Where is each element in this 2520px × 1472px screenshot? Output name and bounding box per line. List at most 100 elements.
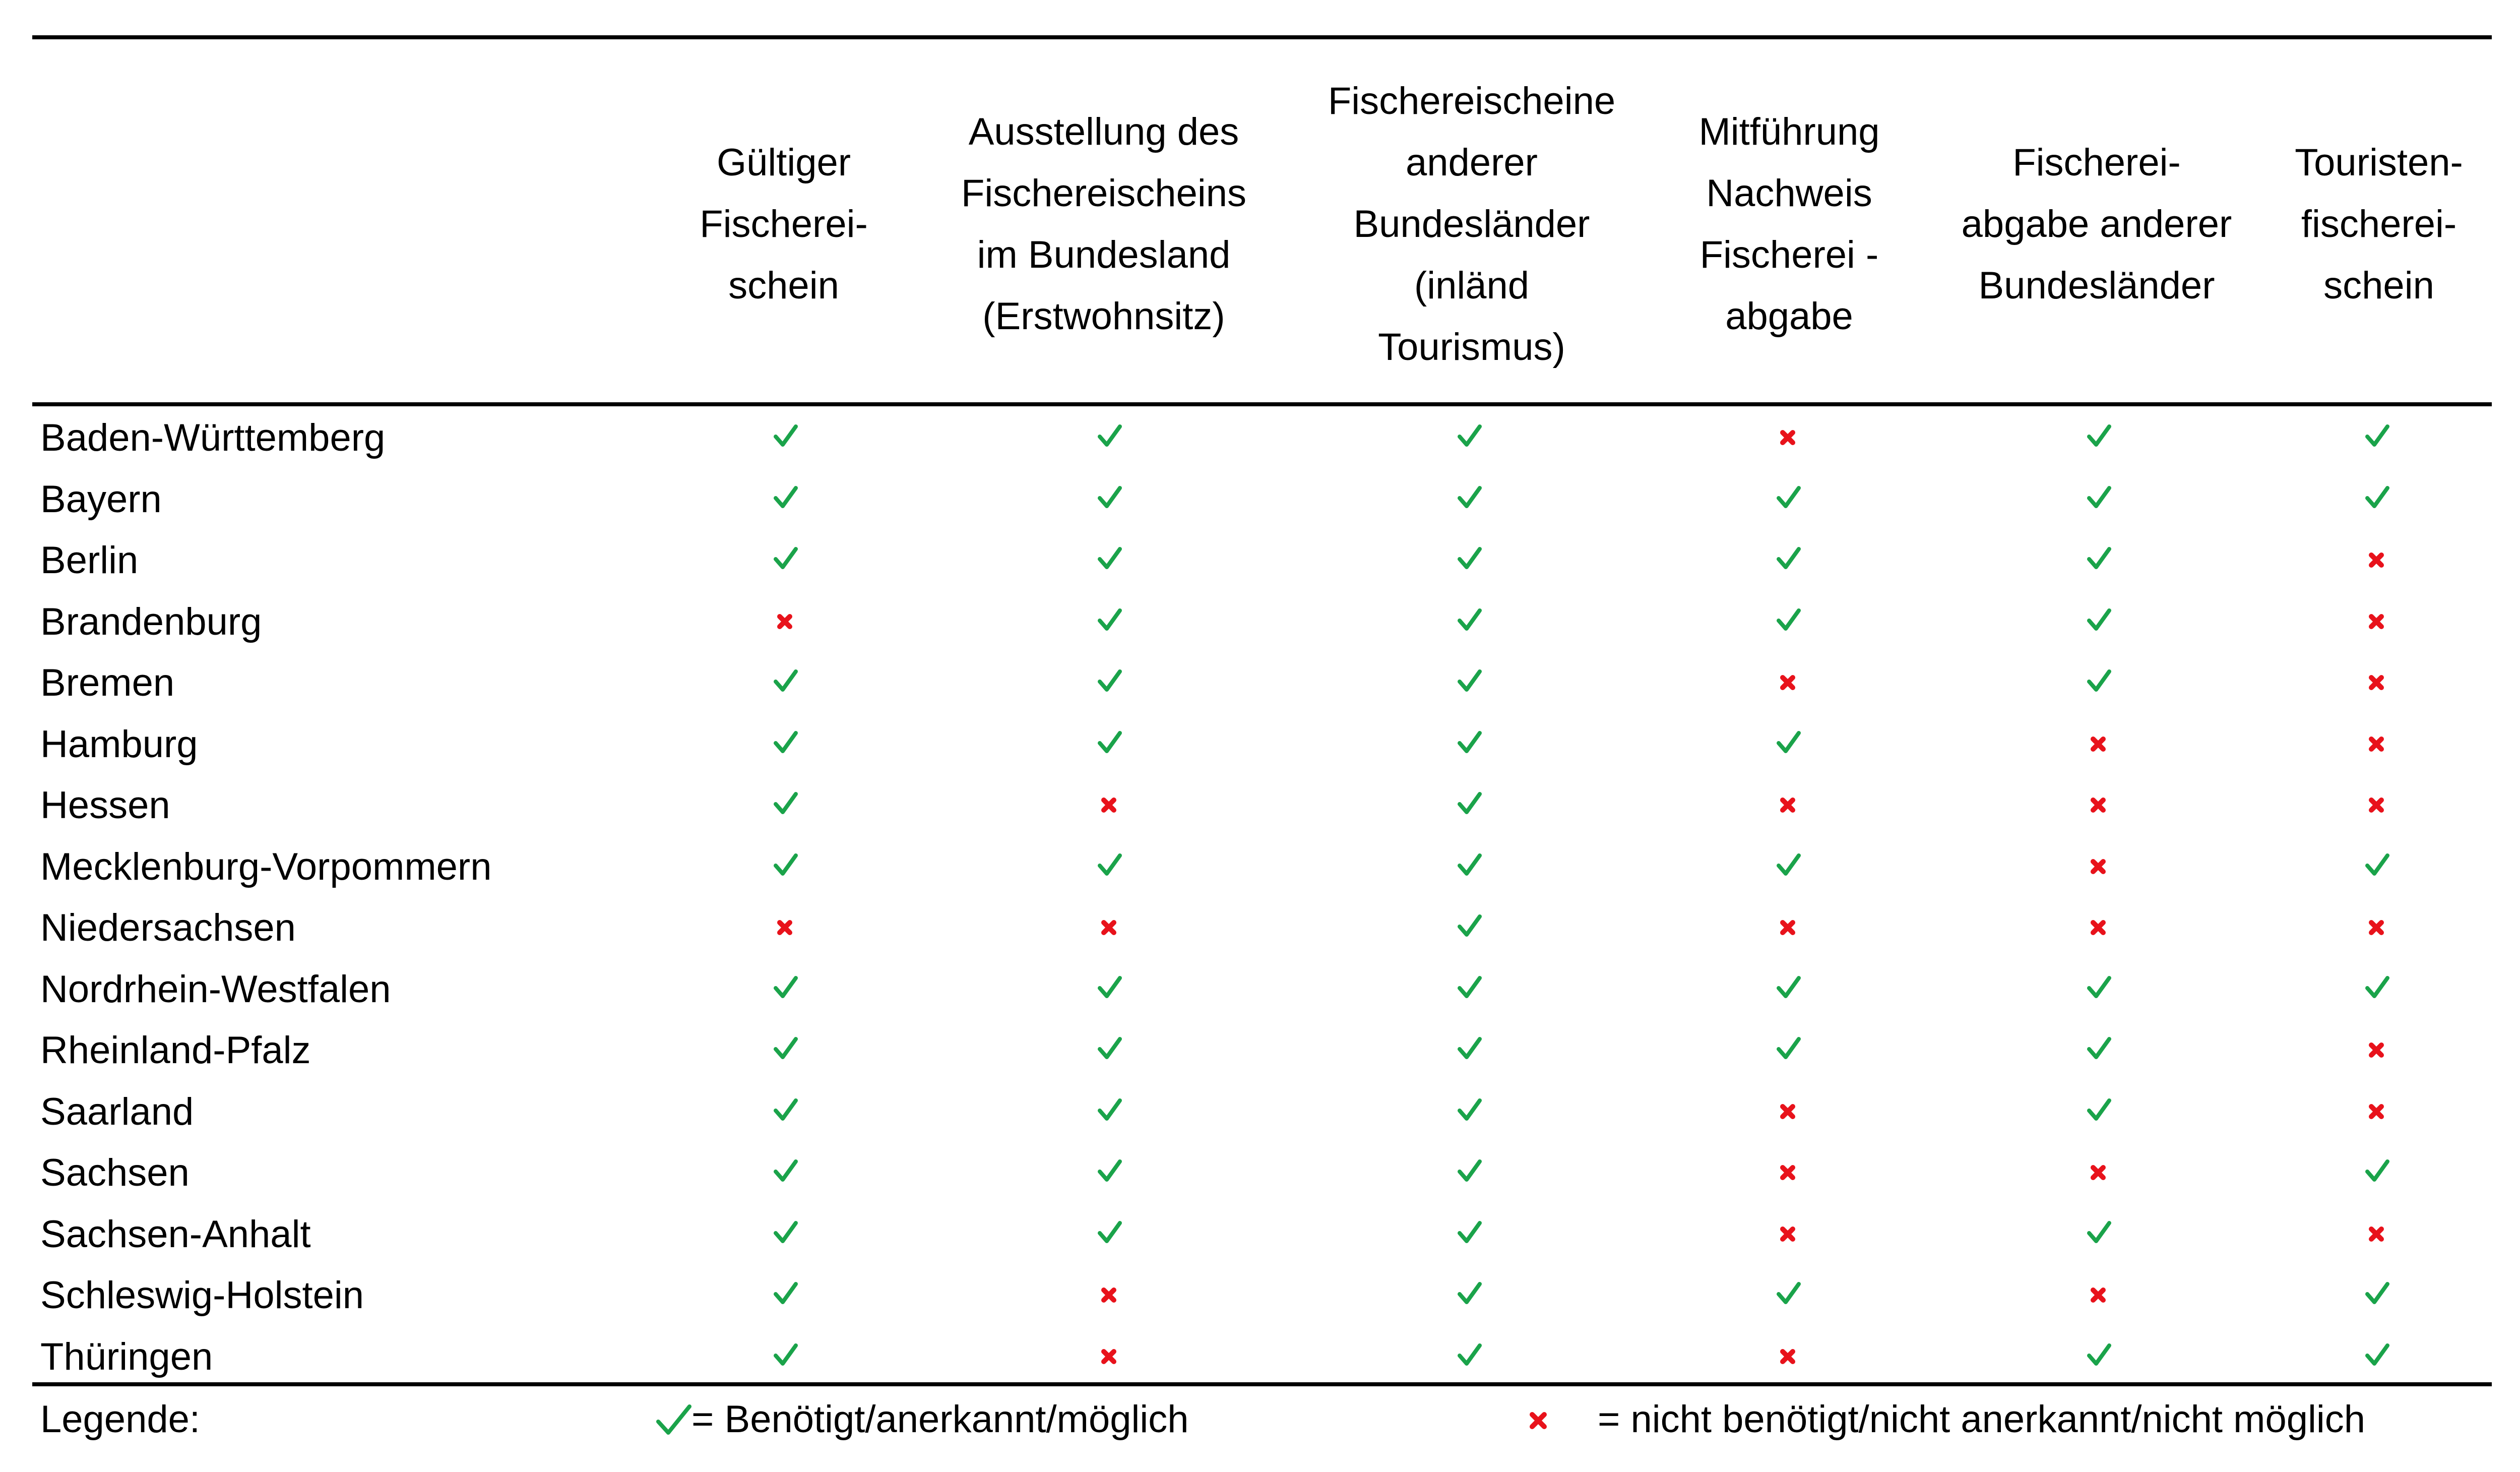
check-icon [754,1326,815,1388]
cross-icon [1079,775,1139,836]
column-header-issuance-in-state: Ausstellung des Fischereischeins im Bund… [961,110,1246,338]
cross-icon [1079,897,1139,959]
cross-icon [1757,407,1818,469]
table-row: Sachsen [0,1142,2520,1204]
check-icon [1757,530,1818,591]
legend-yes-text: = Benötigt/anerkannt/möglich [691,1398,1189,1441]
table-row: Schleswig-Holstein [0,1265,2520,1326]
cross-icon [1757,1142,1818,1204]
check-icon [1079,1081,1139,1143]
check-icon [1079,714,1139,775]
check-icon [2346,1142,2407,1204]
check-icon [754,714,815,775]
table-row: Niedersachsen [0,897,2520,959]
check-icon [1079,530,1139,591]
table-row: Saarland [0,1081,2520,1143]
cross-icon [2346,1204,2407,1265]
cross-icon [1079,1265,1139,1326]
check-icon [1757,591,1818,653]
check-icon [1757,469,1818,530]
legend-no-text: = nicht benötigt/nicht anerkannt/nicht m… [1598,1398,2366,1441]
table-row: Rheinland-Pfalz [0,1020,2520,1081]
check-icon [2068,1326,2128,1388]
table-row: Bayern [0,469,2520,530]
cross-icon [2068,1142,2128,1204]
cross-icon [2068,775,2128,836]
check-icon [1438,897,1499,959]
state-name: Baden-Württemberg [40,416,386,459]
cross-icon [2346,652,2407,714]
state-name: Niedersachsen [40,906,296,949]
check-icon [2346,959,2407,1020]
state-name: Schleswig-Holstein [40,1274,364,1317]
state-name: Mecklenburg-Vorpommern [40,845,492,888]
check-icon [1757,714,1818,775]
cross-icon [2346,1081,2407,1143]
cross-icon [2068,714,2128,775]
cross-icon [1757,652,1818,714]
table-row: Sachsen-Anhalt [0,1204,2520,1265]
table-row: Brandenburg [0,591,2520,653]
column-header-licenses-other-states: Fischereischeine anderer Bundesländer (i… [1328,80,1616,369]
cross-icon [2346,775,2407,836]
check-icon [2346,836,2407,898]
check-icon [2068,959,2128,1020]
check-icon [2068,591,2128,653]
check-icon [1079,959,1139,1020]
state-name: Bayern [40,477,162,521]
check-icon [1079,407,1139,469]
check-icon [754,836,815,898]
state-name: Brandenburg [40,600,262,643]
table-row: Hessen [0,775,2520,836]
check-icon [1079,836,1139,898]
check-icon [1438,530,1499,591]
table-row: Berlin [0,530,2520,591]
table-row: Hamburg [0,714,2520,775]
check-icon [1438,775,1499,836]
check-icon [1438,1020,1499,1081]
state-name: Sachsen [40,1151,190,1194]
table-row: Nordrhein-Westfalen [0,959,2520,1020]
check-icon [1438,836,1499,898]
check-icon [1079,1020,1139,1081]
column-header-valid-license: Gültiger Fischerei- schein [700,141,868,307]
check-icon [1757,959,1818,1020]
check-icon [1079,591,1139,653]
check-icon [1438,959,1499,1020]
cross-icon [2346,714,2407,775]
cross-icon [2346,897,2407,959]
check-icon [1079,1142,1139,1204]
state-name: Thüringen [40,1335,213,1378]
check-icon [2068,407,2128,469]
check-icon [2068,652,2128,714]
check-icon [2346,1265,2407,1326]
state-name: Berlin [40,539,139,582]
check-icon [1438,1204,1499,1265]
check-icon [1438,714,1499,775]
check-icon [1438,1081,1499,1143]
cross-icon [2346,530,2407,591]
check-icon [2068,469,2128,530]
state-name: Hessen [40,784,170,827]
legend-check-icon [653,1389,694,1450]
state-name: Hamburg [40,722,198,766]
check-icon [754,1020,815,1081]
check-icon [2068,1020,2128,1081]
check-icon [2068,530,2128,591]
check-icon [754,1081,815,1143]
check-icon [754,775,815,836]
cross-icon [1757,1326,1818,1388]
check-icon [1438,1326,1499,1388]
check-icon [1438,1142,1499,1204]
state-name: Nordrhein-Westfalen [40,967,391,1011]
state-name: Saarland [40,1090,194,1133]
table-row: Thüringen [0,1326,2520,1388]
check-icon [1079,1204,1139,1265]
check-icon [1438,469,1499,530]
cross-icon [1079,1326,1139,1388]
column-header-carry-fee-proof: Mitführung Nachweis Fischerei - abgabe [1698,110,1880,338]
cross-icon [2068,897,2128,959]
cross-icon [1757,775,1818,836]
check-icon [1438,1265,1499,1326]
check-icon [2346,407,2407,469]
